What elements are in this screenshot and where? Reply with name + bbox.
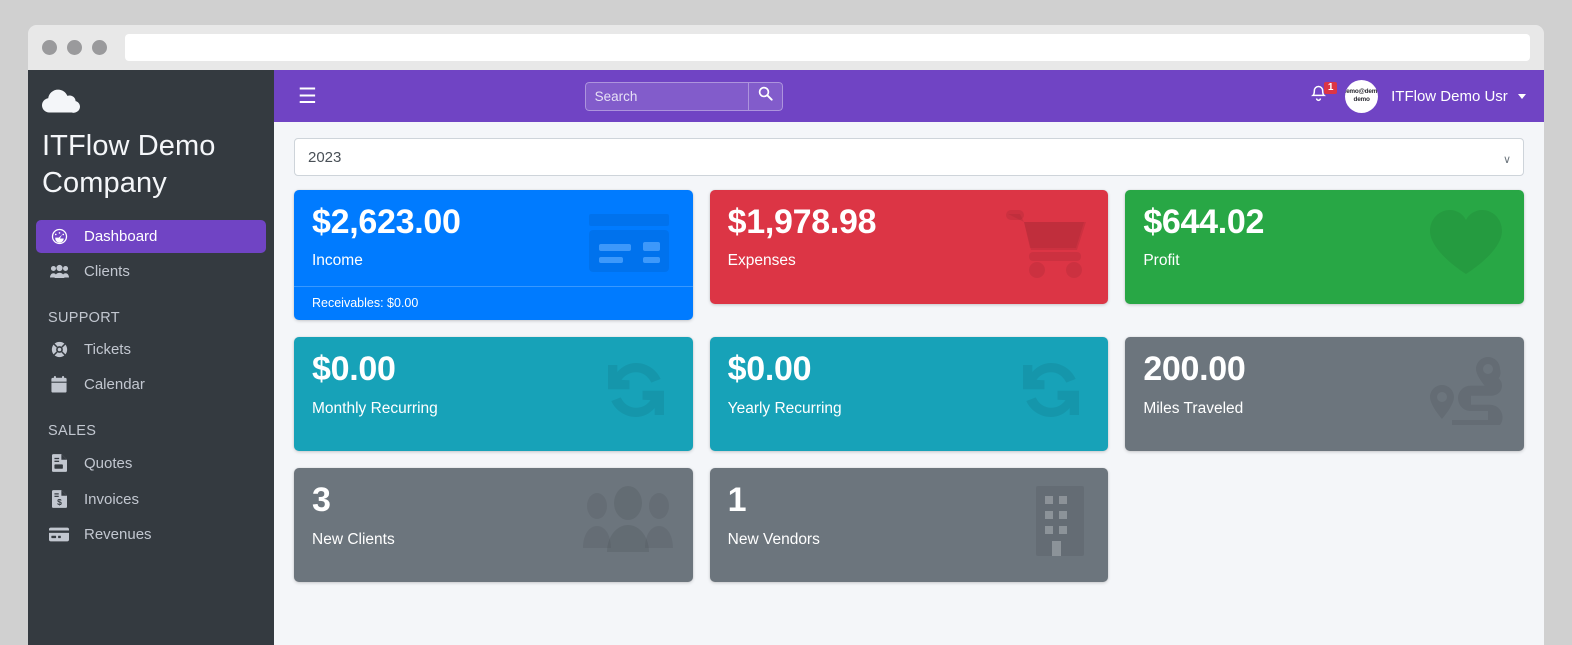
stat-card-new-vendors[interactable]: 1 New Vendors — [709, 468, 1109, 583]
sidebar-item-calendar[interactable]: Calendar — [36, 368, 266, 401]
stat-card-body: $0.00 Monthly Recurring — [294, 337, 693, 433]
stat-value: $0.00 — [727, 350, 812, 389]
stat-card-body: 1 New Vendors — [710, 468, 1109, 564]
sync-icon — [1014, 355, 1088, 425]
stat-value: $0.00 — [312, 350, 396, 389]
building-icon — [1032, 486, 1088, 557]
credit-card-icon — [585, 208, 673, 278]
user-menu-label: ITFlow Demo Usr — [1391, 87, 1508, 105]
main-area: ☰ — [274, 70, 1544, 645]
notifications-button[interactable]: 1 — [1306, 81, 1339, 110]
sidebar-item-revenues[interactable]: Revenues — [36, 518, 266, 551]
hamburger-icon[interactable]: ☰ — [298, 84, 317, 108]
stat-card-body: 3 New Clients — [294, 468, 693, 564]
sidebar-nav: Dashboard Clients — [28, 220, 274, 551]
sidebar: ITFlow Demo Company Dashboard — [28, 70, 274, 645]
url-input[interactable] — [125, 34, 1530, 61]
stat-value: 200.00 — [1143, 350, 1246, 389]
sidebar-item-invoices[interactable]: $ Invoices — [36, 482, 266, 516]
avatar-line2: demo — [1353, 96, 1370, 103]
window-maximize-dot[interactable] — [92, 40, 107, 55]
heart-icon — [1428, 208, 1504, 276]
window-controls — [42, 40, 107, 55]
sidebar-item-label: Clients — [84, 263, 130, 281]
stat-card-expenses[interactable]: $1,978.98 Expenses — [709, 190, 1109, 304]
bell-icon — [1310, 85, 1327, 107]
avatar-line1: demo@demo — [1345, 88, 1378, 96]
stat-footer: Receivables: $0.00 — [294, 286, 693, 320]
year-select[interactable]: 2023 — [294, 138, 1524, 176]
page-viewport: ITFlow Demo Company Dashboard — [28, 70, 1544, 645]
stat-card-body: $0.00 Yearly Recurring — [710, 337, 1109, 433]
stat-card-income[interactable]: $2,623.00 Income Receivables: $0.00 — [294, 190, 693, 321]
sidebar-item-label: Tickets — [84, 341, 131, 359]
year-filter: 2023 ∨ — [294, 138, 1524, 176]
users-icon — [48, 264, 70, 279]
file-quote-icon — [48, 454, 70, 473]
stat-card-body: $1,978.98 Expenses — [710, 190, 1109, 286]
stat-label: New Vendors — [727, 530, 820, 548]
stat-card-body: $644.02 Profit — [1125, 190, 1524, 286]
file-invoice-dollar-icon: $ — [48, 490, 70, 509]
notifications-badge: 1 — [1324, 81, 1338, 94]
browser-window: ITFlow Demo Company Dashboard — [28, 25, 1544, 645]
search-icon — [758, 86, 773, 106]
search-form — [584, 81, 783, 111]
chevron-down-icon — [1517, 93, 1526, 99]
stat-label: Monthly Recurring — [312, 399, 438, 417]
sidebar-item-clients[interactable]: Clients — [36, 255, 266, 288]
stat-value: 3 — [312, 481, 331, 520]
user-menu-button[interactable]: ITFlow Demo Usr — [1391, 88, 1526, 105]
stat-label: Expenses — [727, 252, 796, 270]
stat-value: $644.02 — [1143, 203, 1265, 241]
sidebar-item-label: Revenues — [84, 526, 152, 544]
stat-card-body: 200.00 Miles Traveled — [1125, 337, 1524, 433]
stat-card-miles-traveled[interactable]: 200.00 Miles Traveled — [1125, 337, 1524, 452]
stat-value: 1 — [727, 481, 747, 520]
sidebar-item-label: Quotes — [84, 454, 133, 472]
shopping-cart-icon — [1006, 208, 1088, 278]
sidebar-item-label: Calendar — [84, 376, 145, 394]
stat-label: Miles Traveled — [1143, 399, 1244, 417]
search-button[interactable] — [747, 81, 783, 111]
window-close-dot[interactable] — [42, 40, 57, 55]
navbar-right: 1 demo@demo demo ITFlow Demo Usr — [1306, 79, 1526, 113]
sidebar-section-support-header: SUPPORT — [48, 310, 120, 327]
sidebar-item-label: Dashboard — [84, 228, 158, 246]
sidebar-brand[interactable]: ITFlow Demo Company — [28, 76, 274, 208]
sidebar-section-sales-header: SALES — [48, 423, 97, 440]
browser-toolbar — [28, 25, 1544, 70]
avatar[interactable]: demo@demo demo — [1345, 79, 1379, 113]
sidebar-item-dashboard[interactable]: Dashboard — [36, 220, 266, 254]
sidebar-brand-label: ITFlow Demo Company — [42, 130, 216, 200]
users-group-icon — [582, 486, 673, 553]
search-input[interactable] — [584, 81, 748, 111]
sync-icon — [599, 355, 673, 425]
stat-card-new-clients[interactable]: 3 New Clients — [294, 468, 693, 583]
stat-label: Income — [312, 252, 363, 270]
stat-label: New Clients — [312, 530, 395, 548]
stat-card-monthly-recurring[interactable]: $0.00 Monthly Recurring — [294, 337, 693, 452]
top-navbar: ☰ — [274, 70, 1544, 122]
stat-card-body: $2,623.00 Income — [294, 190, 693, 286]
stat-value: $2,623.00 — [312, 203, 461, 241]
sidebar-item-quotes[interactable]: Quotes — [36, 446, 266, 480]
stat-card-profit[interactable]: $644.02 Profit — [1125, 190, 1524, 304]
cloud-icon — [42, 86, 80, 118]
stat-value: $1,978.98 — [727, 203, 877, 241]
route-icon — [1426, 355, 1504, 431]
stat-label: Profit — [1143, 252, 1180, 270]
sidebar-item-label: Invoices — [84, 490, 140, 508]
calendar-icon — [48, 376, 70, 393]
window-minimize-dot[interactable] — [67, 40, 82, 55]
sidebar-item-tickets[interactable]: Tickets — [36, 333, 266, 366]
svg-text:$: $ — [57, 497, 62, 507]
stat-label: Yearly Recurring — [727, 399, 842, 417]
dashboard-content: 2023 ∨ — [274, 122, 1544, 645]
stat-card-grid: $2,623.00 Income Receivables: $0.00 — [294, 190, 1524, 583]
tachometer-icon — [48, 228, 70, 245]
stat-card-yearly-recurring[interactable]: $0.00 Yearly Recurring — [709, 337, 1109, 452]
credit-card-icon — [48, 527, 70, 542]
life-ring-icon — [48, 341, 70, 358]
